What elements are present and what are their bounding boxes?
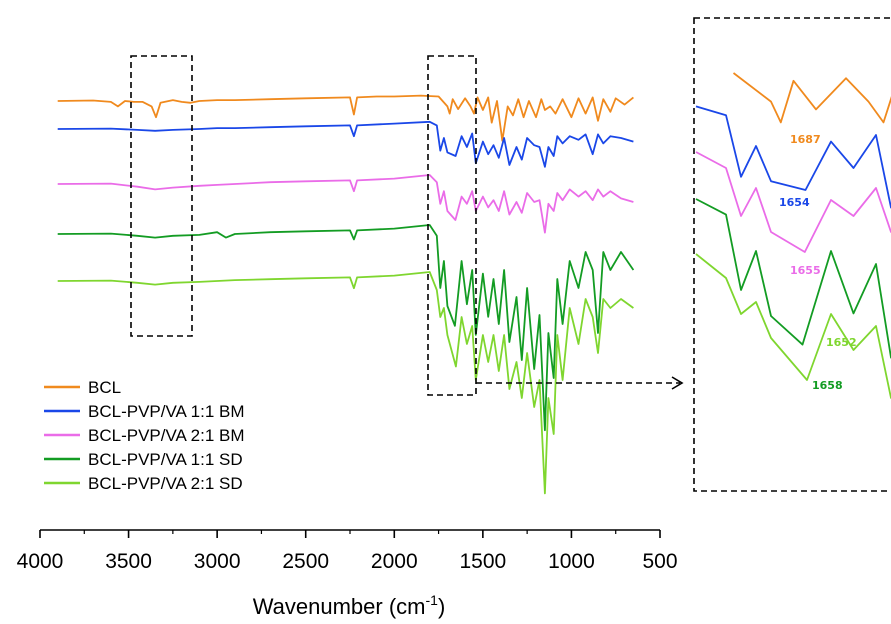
inset-layer: 1687 1654 1655 1652 1658: [695, 72, 891, 399]
series-line-bcl: [57, 94, 634, 142]
legend-label-bcl: BCL: [88, 378, 121, 397]
highlight-box-carbonyl-region: [427, 55, 477, 396]
x-tick-label: 3500: [105, 550, 152, 573]
series-layer: [57, 94, 635, 495]
peak-label-1658: 1658: [812, 379, 843, 392]
x-tick-label: 1500: [459, 550, 506, 573]
inset-line-bcl-pvp-va-2-1-bm: [695, 151, 891, 253]
series-line-bcl-pvp-va-1-1-bm: [57, 120, 634, 168]
x-tick-label: 2500: [282, 550, 329, 573]
peak-label-1654: 1654: [779, 196, 810, 209]
series-line-bcl-pvp-va-2-1-sd: [57, 271, 634, 495]
series-line-bcl-pvp-va-1-1-sd: [57, 224, 635, 432]
inset-box: [693, 17, 891, 492]
x-axis-title-close: ): [438, 594, 445, 619]
legend-label-bcl-pvp-va-1-1-sd: BCL-PVP/VA 1:1 SD: [88, 450, 243, 469]
inset-line-bcl-pvp-va-1-1-sd: [695, 198, 891, 359]
x-axis-title-sup: -1: [426, 592, 439, 608]
peak-label-1687: 1687: [790, 133, 821, 146]
inset-series: [695, 72, 891, 399]
legend-label-bcl-pvp-va-2-1-sd: BCL-PVP/VA 2:1 SD: [88, 474, 243, 493]
peak-label-1652: 1652: [826, 336, 857, 349]
x-tick-label: 2000: [371, 550, 418, 573]
legend: BCL BCL-PVP/VA 1:1 BM BCL-PVP/VA 2:1 BM BCL…: [44, 378, 245, 493]
x-tick-label: 3000: [194, 550, 241, 573]
series-line-bcl-pvp-va-2-1-bm: [57, 174, 634, 234]
legend-label-bcl-pvp-va-1-1-bm: BCL-PVP/VA 1:1 BM: [88, 402, 245, 421]
x-tick-label: 1000: [548, 550, 595, 573]
x-axis-ticks: 4000 3500 3000 2500 2000 1500 1000 500: [17, 530, 678, 573]
inset-line-bcl: [732, 72, 891, 124]
x-tick-label: 500: [642, 550, 677, 573]
legend-label-bcl-pvp-va-2-1-bm: BCL-PVP/VA 2:1 BM: [88, 426, 245, 445]
zoom-arrow-head: [671, 376, 684, 390]
inset-line-bcl-pvp-va-2-1-sd: [695, 253, 891, 399]
x-tick-label: 4000: [17, 550, 64, 573]
highlight-box-oh-region: [130, 55, 193, 337]
inset-line-bcl-pvp-va-1-1-bm: [695, 105, 891, 209]
x-axis-title: Wavenumber (cm-1): [253, 592, 446, 619]
peak-label-1655: 1655: [790, 264, 821, 277]
x-axis-title-main: Wavenumber (cm: [253, 594, 426, 619]
